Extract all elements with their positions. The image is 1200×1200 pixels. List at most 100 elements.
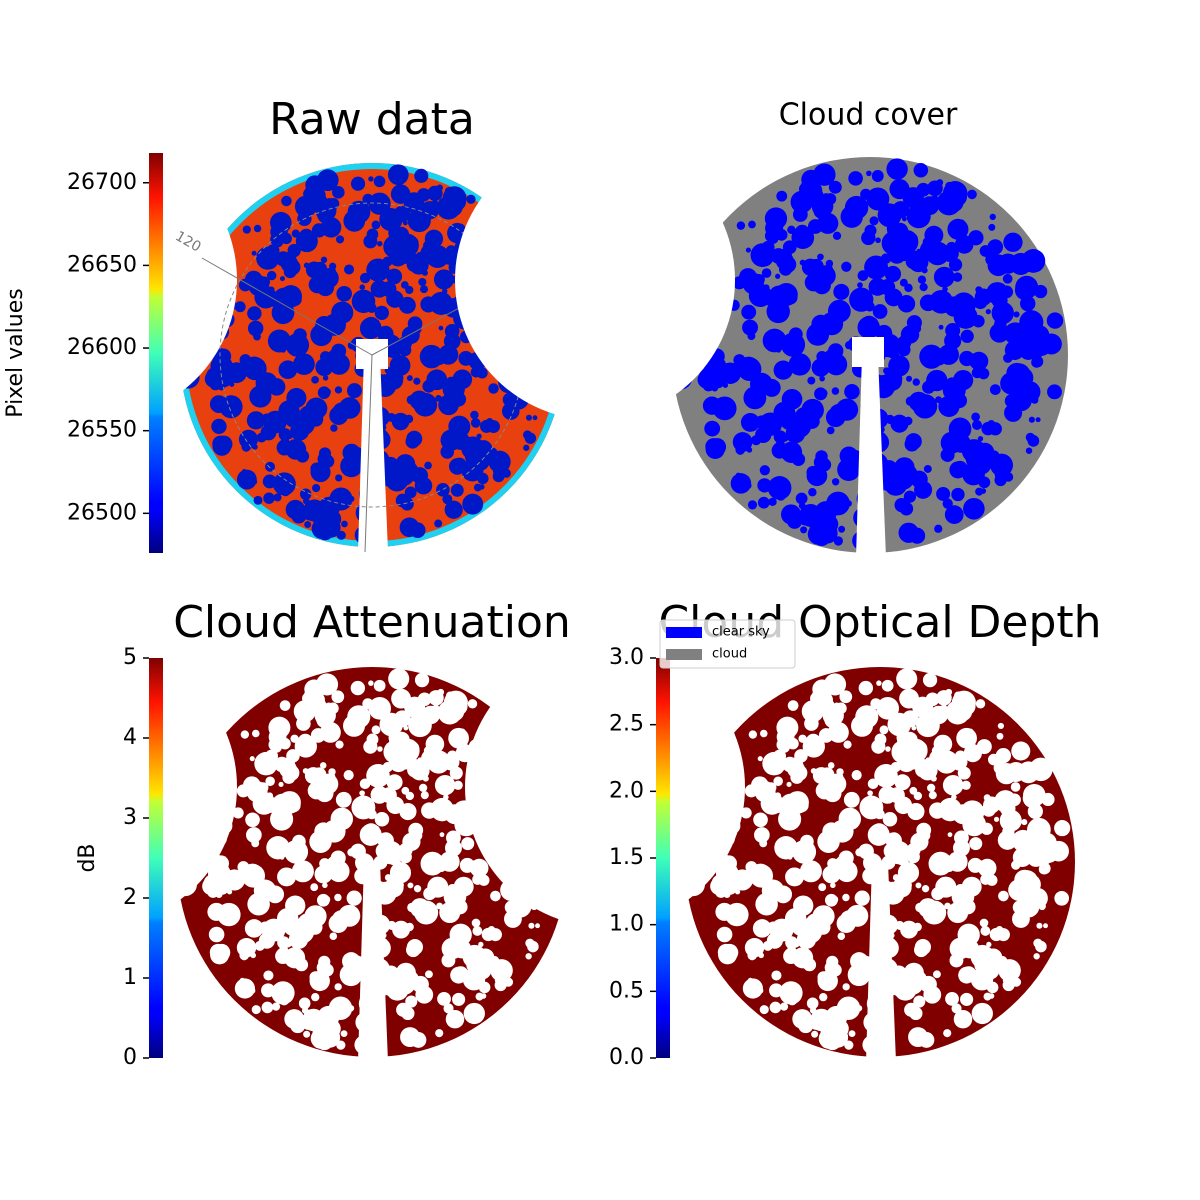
clear-patch xyxy=(425,970,433,978)
clear-patch xyxy=(273,493,281,501)
clear-patch xyxy=(826,492,850,516)
clear-patch xyxy=(824,673,846,695)
clear-patch xyxy=(493,470,505,482)
clear-patch xyxy=(849,1030,856,1037)
clear-patch xyxy=(760,255,771,266)
clear-patch xyxy=(978,976,985,983)
clear-patch xyxy=(840,447,859,466)
clear-patch xyxy=(527,941,539,953)
clear-patch xyxy=(757,478,771,492)
clear-patch xyxy=(281,486,291,496)
clear-patch xyxy=(235,301,246,312)
clear-patch xyxy=(762,879,784,901)
clear-patch xyxy=(990,214,996,220)
clear-patch xyxy=(315,358,333,376)
clear-patch xyxy=(311,1029,330,1048)
clear-patch xyxy=(754,827,770,843)
colorbar xyxy=(149,658,163,1058)
clear-patch xyxy=(943,499,953,509)
colorbar-tick-label: 26550 xyxy=(67,418,137,443)
clear-patch xyxy=(735,889,740,894)
clear-patch xyxy=(971,413,980,422)
clear-patch xyxy=(955,884,967,896)
clear-patch xyxy=(441,248,458,265)
clear-patch xyxy=(410,761,430,781)
clear-patch xyxy=(850,915,855,920)
clear-patch xyxy=(1038,903,1046,911)
clear-patch xyxy=(337,531,346,540)
clear-patch xyxy=(228,398,238,408)
colorbar-label: dB xyxy=(75,843,100,872)
clear-patch xyxy=(396,739,420,763)
legend-swatch xyxy=(666,627,702,638)
clear-patch xyxy=(299,229,314,244)
clear-patch xyxy=(817,254,824,261)
clear-patch xyxy=(481,993,487,999)
clear-patch xyxy=(330,932,338,940)
clear-patch xyxy=(844,1041,853,1050)
colorbar-tick-label: 26500 xyxy=(67,500,137,525)
clear-patch xyxy=(252,730,260,738)
clear-patch xyxy=(994,817,999,822)
clear-patch xyxy=(967,190,977,200)
clear-patch xyxy=(289,930,308,949)
clear-patch xyxy=(265,802,276,813)
clear-patch xyxy=(446,377,458,389)
clear-patch xyxy=(1028,435,1040,447)
clear-patch xyxy=(272,1003,280,1011)
clear-patch xyxy=(374,680,386,692)
clear-patch xyxy=(486,418,493,425)
clear-patch xyxy=(259,933,275,949)
clear-patch xyxy=(210,945,229,964)
clear-patch xyxy=(279,945,287,953)
clear-patch xyxy=(914,707,920,713)
clear-patch xyxy=(767,933,783,949)
clear-patch xyxy=(800,260,806,266)
clear-patch xyxy=(976,443,995,462)
clear-patch xyxy=(1014,256,1028,270)
clear-patch xyxy=(283,765,299,781)
clear-patch xyxy=(952,292,976,316)
clear-patch xyxy=(426,369,447,390)
clear-patch xyxy=(913,378,920,385)
clear-patch xyxy=(375,306,389,320)
clear-patch xyxy=(243,225,251,233)
clear-patch xyxy=(361,835,368,842)
clear-patch xyxy=(348,910,360,922)
clear-patch xyxy=(886,158,907,179)
clear-patch xyxy=(439,852,459,872)
colorbar-tick-label: 0.0 xyxy=(609,1045,644,1070)
clear-patch xyxy=(453,966,468,981)
clear-patch xyxy=(1019,310,1043,334)
clear-patch xyxy=(344,770,354,780)
clear-patch xyxy=(787,514,802,529)
clear-patch xyxy=(249,273,263,287)
clear-patch xyxy=(718,945,737,964)
clear-patch xyxy=(1028,804,1043,819)
clear-patch xyxy=(298,734,313,749)
clear-patch xyxy=(864,225,876,237)
clear-patch xyxy=(907,843,921,857)
clear-patch xyxy=(535,923,540,928)
clear-patch xyxy=(310,883,318,891)
clear-patch xyxy=(929,791,937,799)
clear-patch xyxy=(905,198,911,204)
clear-patch xyxy=(421,706,440,725)
clear-patch xyxy=(261,425,277,441)
clear-patch xyxy=(920,283,928,291)
clear-patch xyxy=(858,327,865,334)
clear-patch xyxy=(448,728,469,749)
clear-patch xyxy=(471,418,481,428)
clear-patch xyxy=(414,885,421,892)
clear-patch xyxy=(427,403,435,411)
clear-patch xyxy=(420,296,436,312)
clear-patch xyxy=(472,874,483,885)
clear-patch xyxy=(773,777,783,787)
clear-patch xyxy=(292,835,306,849)
clear-patch xyxy=(990,384,1001,395)
clear-patch xyxy=(883,812,898,827)
clear-patch xyxy=(278,791,301,814)
clear-patch xyxy=(382,257,392,267)
clear-patch xyxy=(811,768,817,774)
clear-patch xyxy=(762,295,773,306)
